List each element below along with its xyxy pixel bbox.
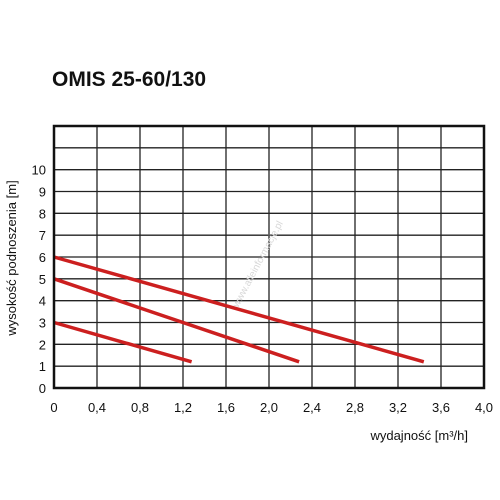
chart-title: OMIS 25-60/130 — [52, 68, 206, 91]
x-tick-label: 4,0 — [475, 400, 493, 415]
y-tick-labels: 0 1 2 3 4 5 6 7 8 9 10 — [32, 163, 46, 396]
series-layer — [53, 255, 425, 364]
x-tick-label: 0,4 — [88, 400, 106, 415]
y-tick-label: 0 — [39, 381, 46, 396]
y-tick-label: 1 — [39, 359, 46, 374]
y-tick-label: 2 — [39, 337, 46, 352]
y-tick-label: 7 — [39, 228, 46, 243]
pump-curve-line — [53, 277, 300, 364]
x-tick-label: 1,6 — [217, 400, 235, 415]
y-tick-label: 4 — [39, 294, 46, 309]
x-axis-label: wydajność [m³/h] — [369, 428, 468, 443]
grid — [54, 126, 484, 388]
pump-curve-line — [53, 320, 193, 364]
y-axis-label: wysokość podnoszenia [m] — [4, 180, 19, 336]
x-tick-label: 3,6 — [432, 400, 450, 415]
y-tick-label: 10 — [32, 163, 46, 178]
y-tick-label: 6 — [39, 250, 46, 265]
y-tick-label: 8 — [39, 206, 46, 221]
plot-frame — [52, 124, 486, 390]
y-tick-label: 5 — [39, 272, 46, 287]
y-tick-label: 9 — [39, 185, 46, 200]
x-tick-label: 0 — [50, 400, 57, 415]
y-tick-label: 3 — [39, 316, 46, 331]
x-tick-labels: 0 0,4 0,8 1,2 1,6 2,0 2,4 2,8 3,2 3,6 4,0 — [50, 400, 493, 415]
x-tick-label: 0,8 — [131, 400, 149, 415]
x-tick-label: 1,2 — [174, 400, 192, 415]
watermark: www.alleinformacje.pl — [230, 219, 285, 310]
x-tick-label: 2,0 — [260, 400, 278, 415]
pump-curve-line — [53, 255, 425, 364]
x-tick-label: 2,8 — [346, 400, 364, 415]
x-tick-label: 2,4 — [303, 400, 321, 415]
x-tick-label: 3,2 — [389, 400, 407, 415]
